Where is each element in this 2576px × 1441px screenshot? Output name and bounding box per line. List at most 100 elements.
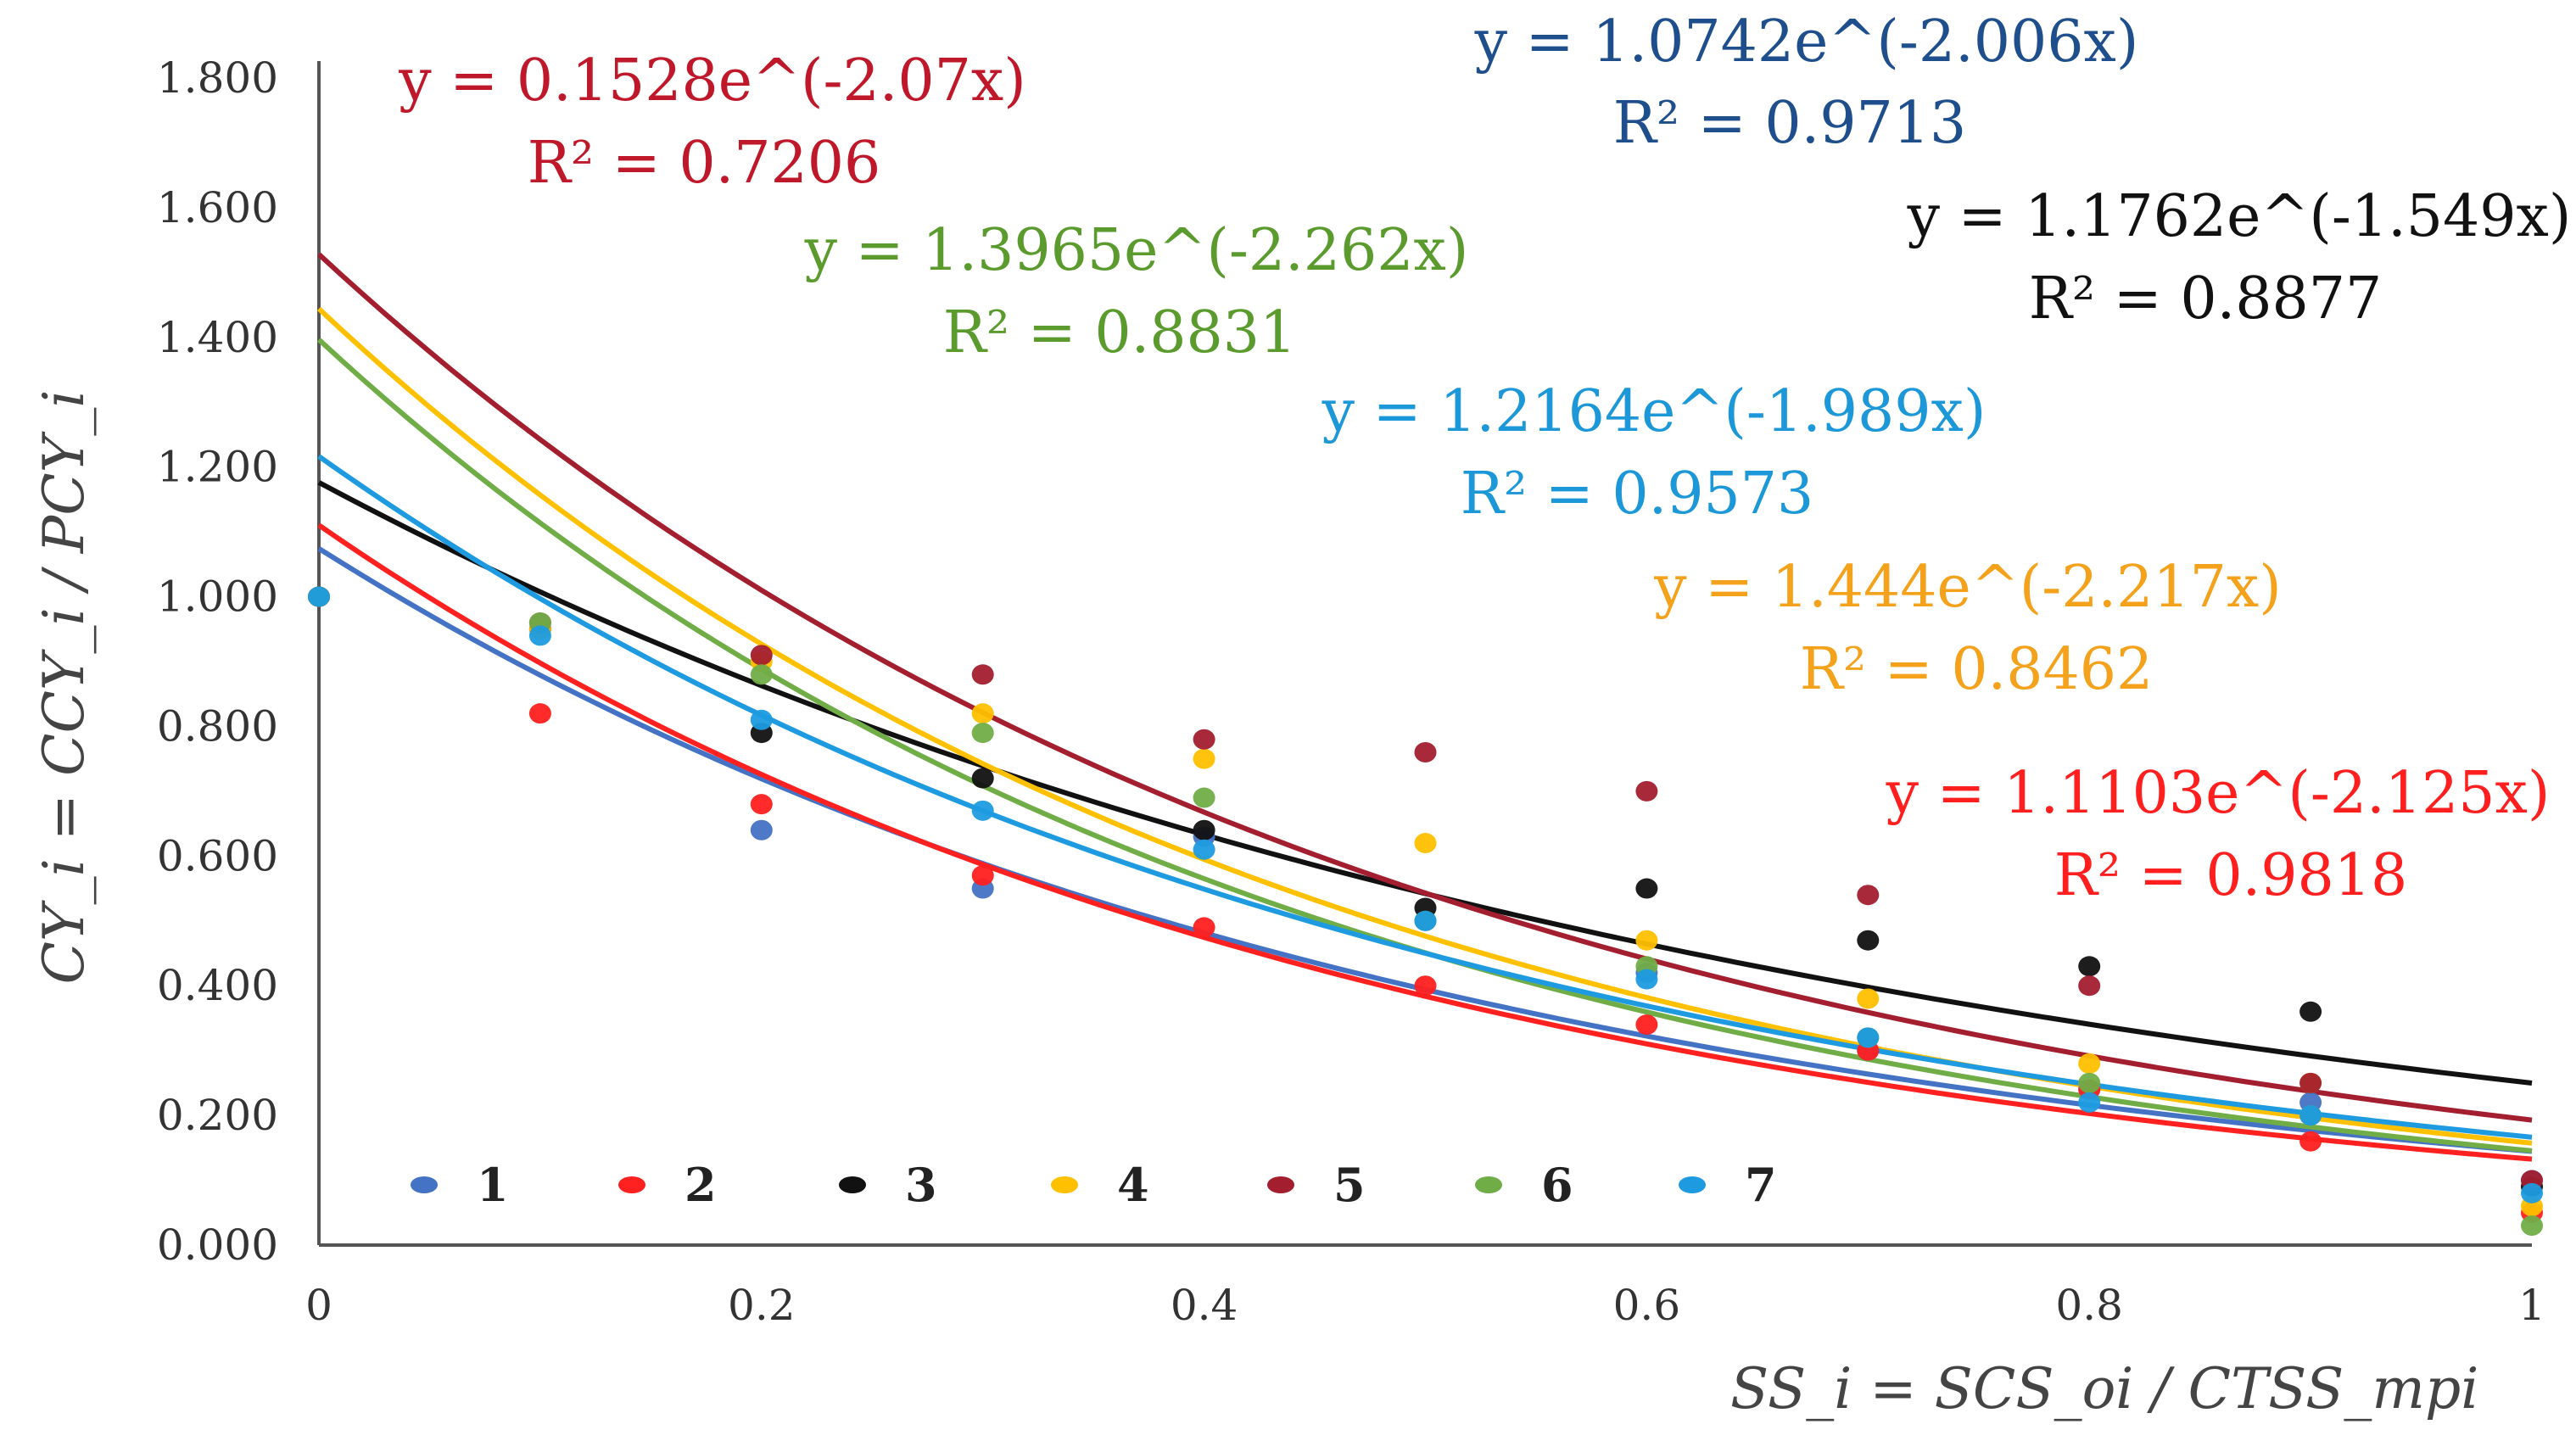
data-point-series-2 [750, 794, 773, 815]
trendline-series-2 [317, 522, 2533, 1162]
data-point-series-7 [1414, 910, 1437, 931]
data-point-series-2 [971, 865, 994, 886]
data-point-series-5 [2078, 975, 2101, 997]
data-point-series-4 [2078, 1053, 2101, 1074]
trend-r2-series-2: R² = 0.9818 [2054, 842, 2408, 909]
legend-label-series-7: 7 [1745, 1158, 1777, 1212]
legend-marker-series-5 [1267, 1176, 1294, 1193]
data-point-series-1 [750, 819, 773, 841]
trend-equation-series-1: y = 1.0742e^(-2.006x) [1474, 8, 2139, 75]
trend-r2-series-1: R² = 0.9713 [1613, 90, 1967, 157]
legend-marker-series-4 [1051, 1176, 1078, 1193]
trend-equations: y = 0.1528e^(-2.07x) R² = 0.7206 y = 1.074… [398, 8, 2571, 909]
legend-label-series-4: 4 [1117, 1158, 1149, 1212]
y-axis-title: CY_i = CCY_i / PCY_i [31, 390, 97, 985]
trendline-series-7 [317, 454, 2533, 1140]
data-point-series-3 [2078, 956, 2101, 977]
y-axis-title-text: CY_i = CCY_i / PCY_i [31, 390, 97, 985]
data-point-series-4 [1193, 748, 1215, 769]
data-point-series-4 [1635, 930, 1658, 951]
x-tick-label: 0.6 [1613, 1281, 1681, 1330]
trend-equation-series-7: y = 1.2164e^(-1.989x) [1322, 378, 1986, 445]
y-tick-label: 0.400 [157, 961, 278, 1010]
data-point-series-3 [1193, 819, 1215, 841]
y-tick-label: 1.400 [157, 313, 278, 362]
y-tick-label: 0.800 [157, 701, 278, 751]
trend-r2-series-4: R² = 0.8462 [1800, 636, 2154, 703]
data-point-series-6 [1193, 787, 1215, 808]
y-tick-label: 1.800 [157, 53, 278, 103]
data-point-series-6 [2521, 1215, 2543, 1237]
data-point-series-5 [750, 645, 773, 666]
trend-equation-series-5: y = 0.1528e^(-2.07x) [398, 47, 1026, 114]
x-tick-label: 0.4 [1171, 1281, 1238, 1330]
legend-marker-series-6 [1475, 1176, 1502, 1193]
data-point-series-3 [1635, 878, 1658, 899]
data-point-series-5 [1635, 780, 1658, 801]
x-tick-label: 0.2 [728, 1281, 796, 1330]
y-tick-label: 0.600 [157, 831, 278, 880]
trend-r2-series-5: R² = 0.7206 [528, 130, 881, 197]
trend-equation-series-4: y = 1.444e^(-2.217x) [1653, 554, 2282, 621]
data-point-series-7 [750, 709, 773, 730]
data-point-series-4 [1414, 833, 1437, 854]
data-point-series-4 [1857, 988, 1880, 1009]
data-point-series-2 [2299, 1131, 2322, 1152]
data-point-series-7 [1193, 839, 1215, 860]
data-point-series-7 [1635, 969, 1658, 990]
y-tick-label: 1.000 [157, 572, 278, 622]
data-point-series-7 [971, 800, 994, 821]
legend: 1 2 3 4 5 6 7 [411, 1158, 1777, 1212]
trend-r2-series-7: R² = 0.9573 [1461, 461, 1814, 528]
data-point-series-7 [2299, 1105, 2322, 1126]
data-point-series-6 [750, 664, 773, 685]
data-point-series-6 [971, 723, 994, 744]
data-point-series-2 [1193, 917, 1215, 938]
x-axis-title: SS_i = SCS_oi / CTSS_mpi [1730, 1356, 2478, 1421]
axes-layer: 0.000 0.200 0.400 0.600 0.800 1.000 1.200 1.400… [157, 53, 2545, 1330]
data-point-series-7 [2521, 1182, 2543, 1204]
legend-marker-series-2 [618, 1176, 645, 1193]
legend-label-series-6: 6 [1541, 1158, 1573, 1212]
x-tick-label: 0 [305, 1281, 332, 1330]
y-tick-label: 1.200 [157, 443, 278, 492]
legend-label-series-1: 1 [477, 1158, 509, 1212]
data-point-series-5 [1414, 742, 1437, 763]
data-point-series-2 [1414, 975, 1437, 997]
data-point-series-3 [2299, 1001, 2322, 1022]
data-point-series-5 [1857, 885, 1880, 906]
trend-equation-series-2: y = 1.1103e^(-2.125x) [1886, 760, 2551, 827]
svg-text:CY_i = CCY_i / PCY_i: CY_i = CCY_i / PCY_i [31, 390, 97, 985]
y-tick-label: 0.200 [157, 1091, 278, 1140]
legend-label-series-3: 3 [905, 1158, 937, 1212]
trend-r2-series-3: R² = 0.8877 [2029, 265, 2383, 332]
trend-equation-series-3: y = 1.1762e^(-1.549x) [1907, 183, 2572, 250]
trend-equation-series-6: y = 1.3965e^(-2.262x) [804, 217, 1469, 284]
trendline-series-4 [316, 306, 2533, 1146]
data-point-series-3 [971, 768, 994, 789]
data-point-series-5 [2299, 1072, 2322, 1093]
x-tick-label: 0.8 [2055, 1281, 2123, 1330]
data-point-series-5 [1193, 729, 1215, 750]
trend-r2-series-6: R² = 0.8831 [943, 299, 1297, 366]
y-tick-label: 1.600 [157, 183, 278, 232]
data-point-series-6 [2078, 1072, 2101, 1093]
data-point-series-3 [1857, 930, 1880, 951]
trendline-series-5 [316, 252, 2533, 1123]
data-point-series-2 [1635, 1014, 1658, 1036]
data-point-series-2 [528, 703, 551, 724]
x-axis-title-text: SS_i = SCS_oi / CTSS_mpi [1730, 1356, 2478, 1421]
data-point-series-7 [1857, 1027, 1880, 1048]
x-tick-label: 1 [2518, 1281, 2545, 1330]
legend-marker-series-3 [839, 1176, 866, 1193]
legend-label-series-5: 5 [1333, 1158, 1366, 1212]
legend-label-series-2: 2 [685, 1158, 717, 1212]
data-point-series-7 [308, 586, 330, 607]
data-point-layer [308, 586, 2543, 1237]
data-point-series-5 [971, 664, 994, 685]
data-point-series-7 [2078, 1092, 2101, 1113]
data-point-series-4 [971, 703, 994, 724]
y-tick-label: 0.000 [157, 1220, 278, 1270]
